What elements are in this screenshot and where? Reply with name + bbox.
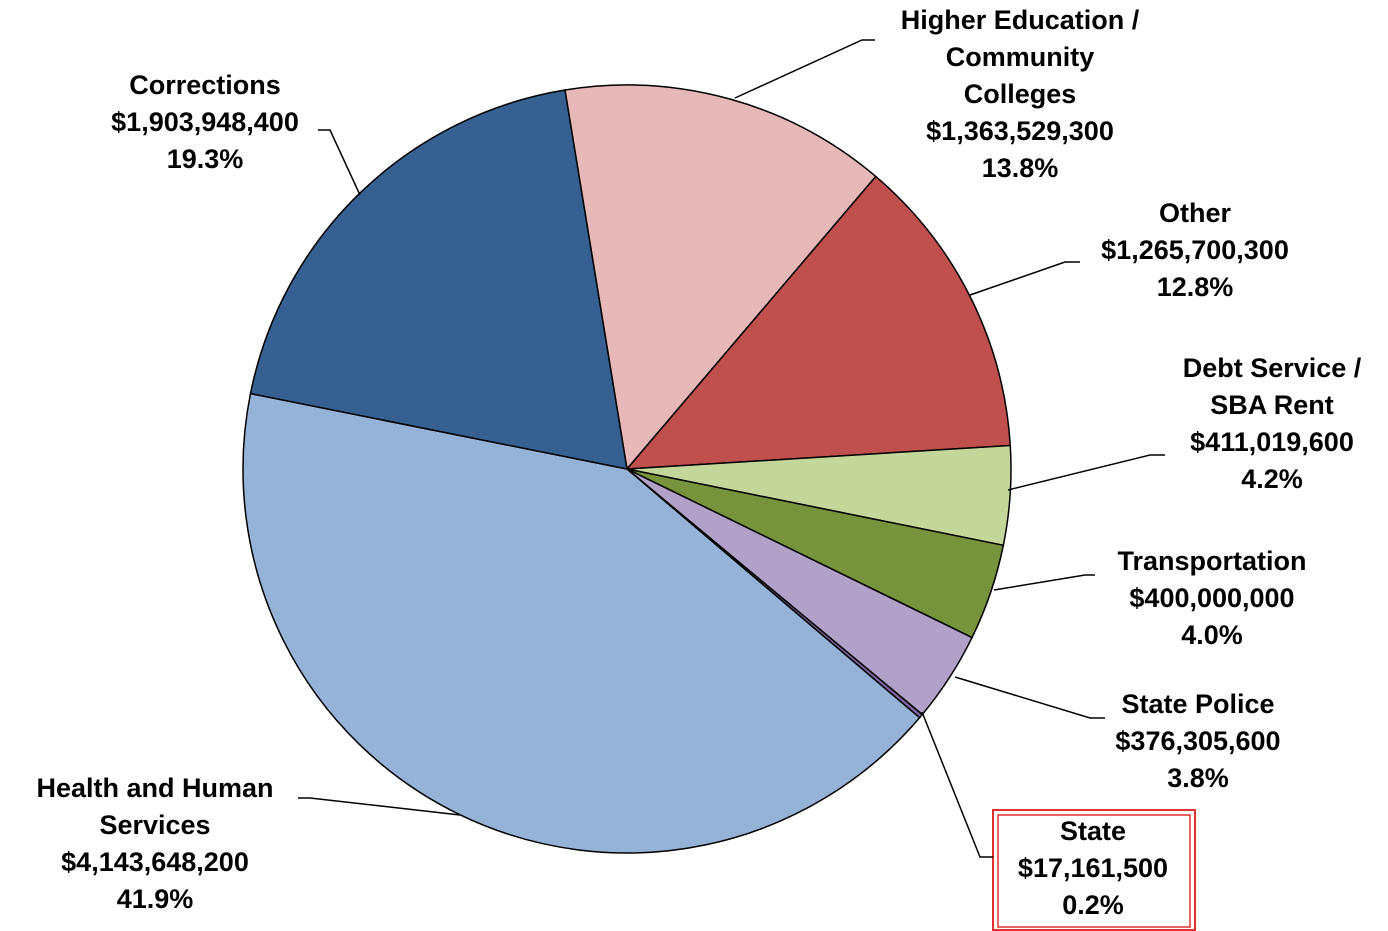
pie-slice (249, 89, 628, 470)
leader-line (993, 574, 1095, 591)
slice-label: Corrections (129, 70, 281, 100)
leader-line (734, 39, 875, 99)
pie (242, 84, 1012, 854)
labels: Higher Education / Community Colleges $1,36… (36, 5, 1361, 920)
slice-label: State Police (1121, 689, 1274, 719)
pie-slice (564, 84, 877, 471)
percent-label: 4.0% (1181, 620, 1243, 650)
highlight-box (992, 809, 1196, 931)
percent-label: 3.8% (1167, 763, 1229, 793)
percent-label: 13.8% (982, 153, 1059, 183)
value-label: $376,305,600 (1115, 726, 1280, 756)
percent-label: 12.8% (1157, 272, 1234, 302)
value-label: $1,903,948,400 (111, 107, 299, 137)
value-label: $411,019,600 (1190, 427, 1354, 457)
slice-label: Community (946, 42, 1095, 72)
percent-label: 19.3% (167, 144, 244, 174)
slice-label: Debt Service / (1183, 353, 1362, 383)
leader-line (298, 797, 461, 816)
slice-label: Higher Education / (901, 5, 1140, 35)
leader-line (921, 711, 993, 858)
slice-label: Transportation (1117, 546, 1306, 576)
slice-label: Services (99, 810, 210, 840)
value-label: $400,000,000 (1129, 583, 1294, 613)
value-label: $4,143,648,200 (61, 847, 249, 877)
pie-slice (625, 175, 1012, 470)
percent-label: 4.2% (1241, 464, 1303, 494)
percent-label: 41.9% (117, 884, 194, 914)
percent-label: 0.2% (1062, 890, 1124, 920)
highlight-box-inner (997, 814, 1191, 928)
leader-line (1007, 454, 1165, 491)
slice-label: Health and Human (36, 773, 273, 803)
leader-line (318, 129, 361, 196)
leader-line (969, 261, 1080, 296)
value-label: $1,363,529,300 (926, 116, 1114, 146)
value-label: $1,265,700,300 (1101, 235, 1289, 265)
leader-line (954, 676, 1105, 719)
slice-label: SBA Rent (1210, 390, 1334, 420)
slice-label: Other (1159, 198, 1232, 228)
slice-label: State (1060, 816, 1126, 846)
value-label: $17,161,500 (1018, 853, 1168, 883)
slice-label: Colleges (964, 79, 1077, 109)
